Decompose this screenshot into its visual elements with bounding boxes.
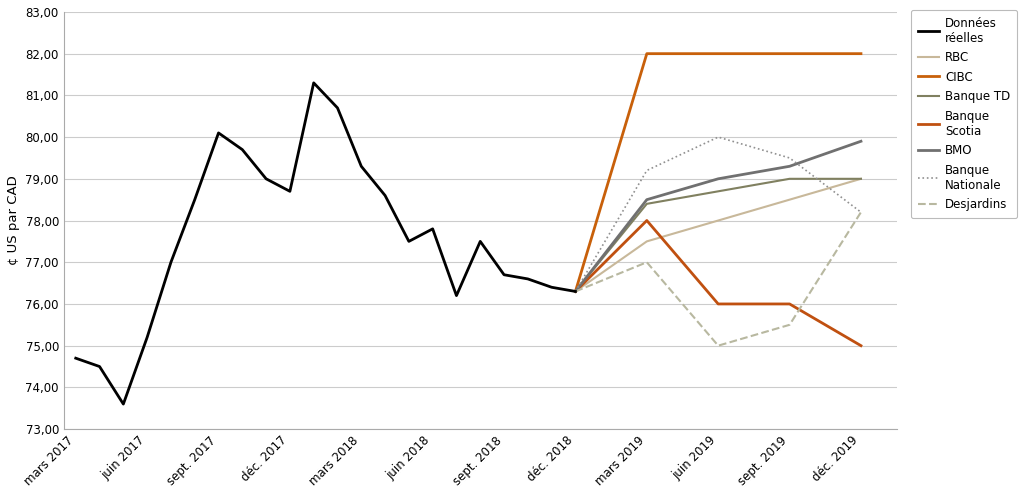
Données
réelles xyxy=(237,147,249,152)
BMO xyxy=(712,176,724,182)
CIBC xyxy=(855,50,867,56)
Line: Desjardins: Desjardins xyxy=(575,212,861,346)
Données
réelles xyxy=(355,163,368,169)
Banque
Nationale xyxy=(855,209,867,215)
Line: Données
réelles: Données réelles xyxy=(76,83,575,404)
Données
réelles xyxy=(117,401,129,407)
Desjardins xyxy=(855,209,867,215)
Banque
Nationale xyxy=(641,167,653,173)
Données
réelles xyxy=(332,105,344,111)
RBC xyxy=(641,239,653,245)
BMO xyxy=(855,138,867,144)
Banque TD xyxy=(569,289,582,295)
Données
réelles xyxy=(379,193,391,198)
Desjardins xyxy=(641,259,653,265)
Banque
Scotia xyxy=(569,289,582,295)
Desjardins xyxy=(783,322,796,328)
BMO xyxy=(641,197,653,202)
BMO xyxy=(783,163,796,169)
Banque
Nationale xyxy=(569,289,582,295)
Données
réelles xyxy=(141,334,154,340)
Line: Banque
Nationale: Banque Nationale xyxy=(575,137,861,292)
Données
réelles xyxy=(307,80,319,86)
Données
réelles xyxy=(427,226,439,232)
Banque
Scotia xyxy=(855,343,867,348)
RBC xyxy=(855,176,867,182)
RBC xyxy=(712,218,724,224)
Données
réelles xyxy=(70,355,82,361)
Y-axis label: ¢ US par CAD: ¢ US par CAD xyxy=(7,176,19,265)
Banque TD xyxy=(712,189,724,195)
Banque
Scotia xyxy=(712,301,724,307)
Legend: Données
réelles, RBC, CIBC, Banque TD, Banque
Scotia, BMO, Banque
Nationale, Des: Données réelles, RBC, CIBC, Banque TD, B… xyxy=(911,9,1018,218)
CIBC xyxy=(641,50,653,56)
Données
réelles xyxy=(498,272,510,278)
RBC xyxy=(783,197,796,202)
Données
réelles xyxy=(165,259,177,265)
Données
réelles xyxy=(546,284,558,290)
Banque
Scotia xyxy=(783,301,796,307)
Banque
Scotia xyxy=(641,218,653,224)
Line: Banque TD: Banque TD xyxy=(575,179,861,292)
Banque
Nationale xyxy=(712,134,724,140)
Banque TD xyxy=(641,201,653,207)
Line: CIBC: CIBC xyxy=(575,53,861,292)
Line: Banque
Scotia: Banque Scotia xyxy=(575,221,861,346)
Données
réelles xyxy=(569,289,582,295)
Banque TD xyxy=(783,176,796,182)
CIBC xyxy=(569,289,582,295)
Banque TD xyxy=(855,176,867,182)
Données
réelles xyxy=(284,189,296,195)
Données
réelles xyxy=(212,130,224,136)
Données
réelles xyxy=(260,176,272,182)
Desjardins xyxy=(569,289,582,295)
Données
réelles xyxy=(188,197,201,202)
Données
réelles xyxy=(93,363,105,369)
BMO xyxy=(569,289,582,295)
RBC xyxy=(569,289,582,295)
Données
réelles xyxy=(451,293,463,298)
Line: BMO: BMO xyxy=(575,141,861,292)
Banque
Nationale xyxy=(783,155,796,161)
Desjardins xyxy=(712,343,724,348)
Données
réelles xyxy=(521,276,534,282)
CIBC xyxy=(641,50,653,56)
Données
réelles xyxy=(402,239,415,245)
Line: RBC: RBC xyxy=(575,179,861,292)
Données
réelles xyxy=(474,239,486,245)
